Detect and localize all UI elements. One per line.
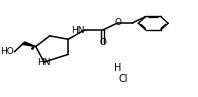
Text: HN: HN: [71, 26, 84, 35]
Text: O: O: [114, 18, 121, 27]
Text: Cl: Cl: [119, 74, 128, 84]
Text: HO: HO: [1, 47, 14, 56]
Text: HN: HN: [37, 58, 51, 67]
Text: O: O: [99, 38, 106, 47]
Text: H: H: [114, 63, 121, 73]
Polygon shape: [22, 42, 36, 47]
